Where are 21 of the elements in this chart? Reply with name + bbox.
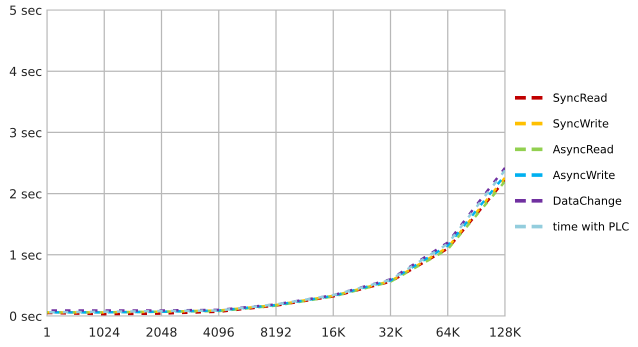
y-tick-label: 3 sec bbox=[10, 128, 42, 138]
y-tick-label: 4 sec bbox=[10, 66, 42, 76]
x-tick-label: 2048 bbox=[146, 327, 177, 337]
y-tick-label: 5 sec bbox=[10, 6, 42, 15]
x-tick-label: 32K bbox=[379, 327, 403, 337]
x-tick-label: 16K bbox=[322, 327, 346, 337]
x-tick-label: 1 bbox=[44, 327, 50, 337]
legend-label: time with PLC bbox=[553, 222, 629, 231]
legend-label: SyncWrite bbox=[554, 118, 608, 130]
x-tick-label: 1024 bbox=[90, 327, 120, 337]
y-tick-label: 2 sec bbox=[10, 189, 42, 199]
legend-label: DataChange bbox=[554, 196, 622, 208]
x-tick-label: 4096 bbox=[203, 327, 234, 337]
x-tick-label: 128K bbox=[490, 327, 522, 337]
legend-label: AsyncRead bbox=[552, 144, 613, 156]
legend-label: SyncRead bbox=[554, 93, 606, 104]
x-tick-label: 8192 bbox=[260, 327, 291, 337]
x-tick-label: 64K bbox=[436, 327, 460, 337]
y-tick-label: 0 sec bbox=[10, 311, 42, 321]
legend-label: AsyncWrite bbox=[552, 170, 615, 182]
y-tick-label: 1 sec bbox=[10, 250, 42, 260]
